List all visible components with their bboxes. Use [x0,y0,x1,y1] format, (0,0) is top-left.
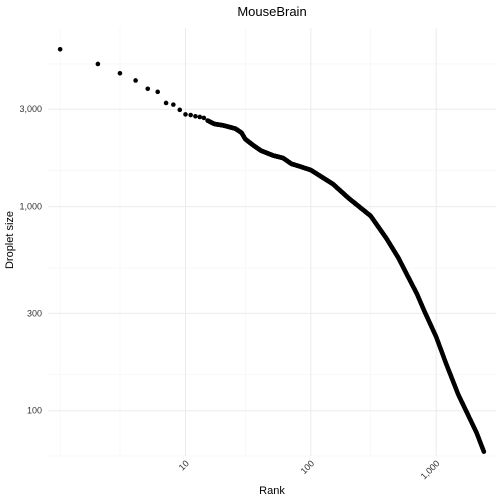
data-point [201,115,207,121]
y-tick-label: 1,000 [19,202,42,212]
data-point [117,70,123,76]
data-point [197,114,203,120]
data-points [57,46,487,454]
data-point [57,46,63,52]
x-axis-ticks: 10 100 1,000 [177,458,442,481]
y-tick-label: 100 [27,406,42,416]
data-point [163,100,169,106]
data-point [177,107,183,113]
x-tick-label: 1,000 [419,458,442,481]
data-point [193,113,198,119]
data-point [171,102,176,107]
data-point [188,112,193,118]
x-tick-label: 10 [177,458,191,472]
y-tick-label: 3,000 [19,104,42,114]
data-point [145,86,151,92]
x-axis-title: Rank [259,485,285,497]
grid [48,28,496,457]
data-point [155,89,160,95]
y-axis-title: Droplet size [4,211,16,269]
y-tick-label: 300 [27,308,42,318]
data-point [133,78,138,83]
data-point [95,61,101,67]
chart-title: MouseBrain [237,4,306,19]
data-point [183,112,188,117]
y-axis-ticks: 100 300 1,000 3,000 [19,104,42,415]
data-point [481,449,487,454]
x-tick-label: 100 [299,458,317,476]
